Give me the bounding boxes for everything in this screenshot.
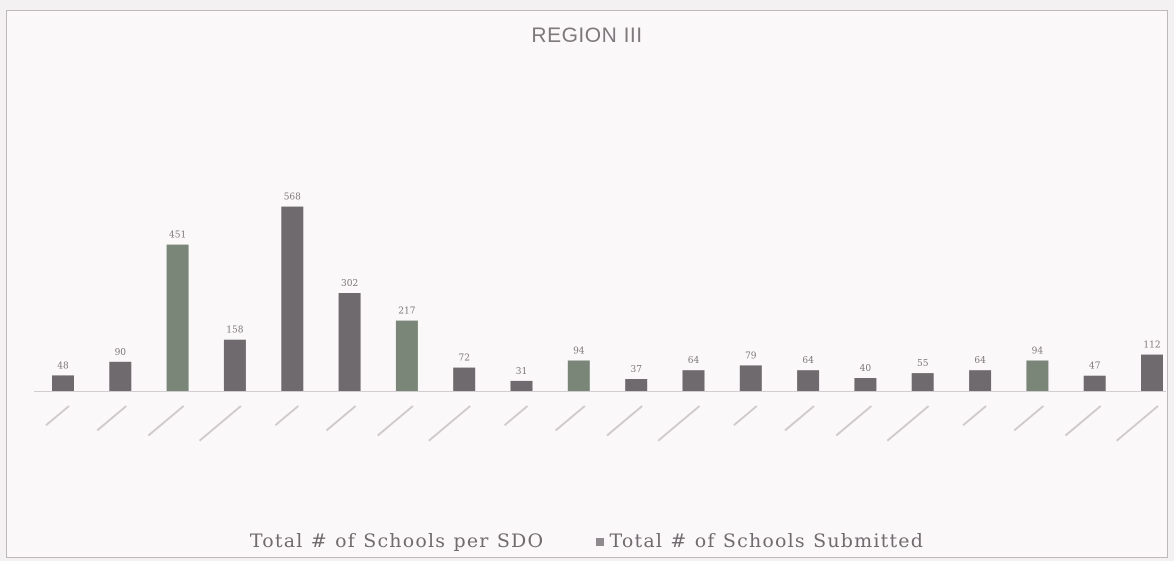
bar <box>281 206 304 391</box>
category-tick-label <box>325 405 357 432</box>
category-tick-label <box>503 405 529 427</box>
data-label: 451 <box>169 231 186 241</box>
chart-title: REGION III <box>531 24 643 47</box>
data-label: 40 <box>860 364 872 374</box>
data-label: 64 <box>802 356 814 366</box>
bar <box>223 339 246 391</box>
data-label: 37 <box>630 365 642 375</box>
data-label: 48 <box>57 361 69 371</box>
data-label: 302 <box>341 279 358 289</box>
category-tick-label <box>1064 405 1102 437</box>
category-tick-label <box>377 405 414 437</box>
category-tick-label <box>962 405 987 427</box>
bar <box>797 370 820 391</box>
bar <box>338 293 361 391</box>
bar <box>739 365 762 391</box>
data-label: 112 <box>1143 341 1160 351</box>
bar <box>969 370 992 391</box>
data-label: 90 <box>115 348 127 358</box>
category-tick-label <box>147 405 185 437</box>
data-label: 55 <box>917 359 929 369</box>
bar <box>510 380 533 391</box>
bar <box>395 320 418 391</box>
category-tick-label <box>784 405 815 432</box>
legend-item-per-sdo: Total # of Schools per SDO <box>250 530 544 552</box>
chart-legend: Total # of Schools per SDO Total # of Sc… <box>0 530 1174 552</box>
category-tick-label <box>835 405 873 437</box>
category-tick-label <box>1013 405 1045 432</box>
bar <box>911 373 934 391</box>
legend-item-submitted: Total # of Schools Submitted <box>595 530 925 552</box>
data-label: 47 <box>1089 362 1101 372</box>
category-tick-label <box>1115 405 1159 442</box>
data-label: 64 <box>974 356 986 366</box>
bar <box>682 370 705 391</box>
bar <box>567 360 590 391</box>
category-tick-label <box>96 405 127 432</box>
bar <box>1141 354 1163 391</box>
legend-label-per-sdo: Total # of Schools per SDO <box>249 530 545 552</box>
data-label: 72 <box>458 354 469 364</box>
data-label: 217 <box>398 307 415 317</box>
bar <box>854 378 877 391</box>
category-tick-label <box>555 405 586 432</box>
data-label: 94 <box>1032 347 1044 357</box>
legend-swatch <box>595 538 604 546</box>
bar <box>453 367 476 391</box>
data-label: 94 <box>573 347 585 357</box>
category-tick-label <box>274 405 299 427</box>
category-tick-label <box>428 405 471 442</box>
data-label: 64 <box>688 356 700 366</box>
data-label: 568 <box>284 193 301 203</box>
legend-label-submitted: Total # of Schools Submitted <box>609 530 925 552</box>
data-label: 158 <box>226 326 243 336</box>
bar <box>109 361 132 391</box>
category-tick-label <box>733 405 758 427</box>
chart-frame <box>6 10 1168 558</box>
bar <box>625 379 648 391</box>
data-label: 31 <box>516 367 527 377</box>
category-tick-label <box>657 405 701 442</box>
category-tick-label <box>198 405 242 442</box>
bar <box>1026 360 1049 391</box>
data-label: 79 <box>745 351 757 361</box>
bar <box>1083 375 1106 391</box>
bar <box>52 375 74 391</box>
bar <box>166 244 189 391</box>
category-tick-label <box>886 405 930 442</box>
category-tick-label <box>45 405 70 427</box>
category-tick-label <box>606 405 643 437</box>
